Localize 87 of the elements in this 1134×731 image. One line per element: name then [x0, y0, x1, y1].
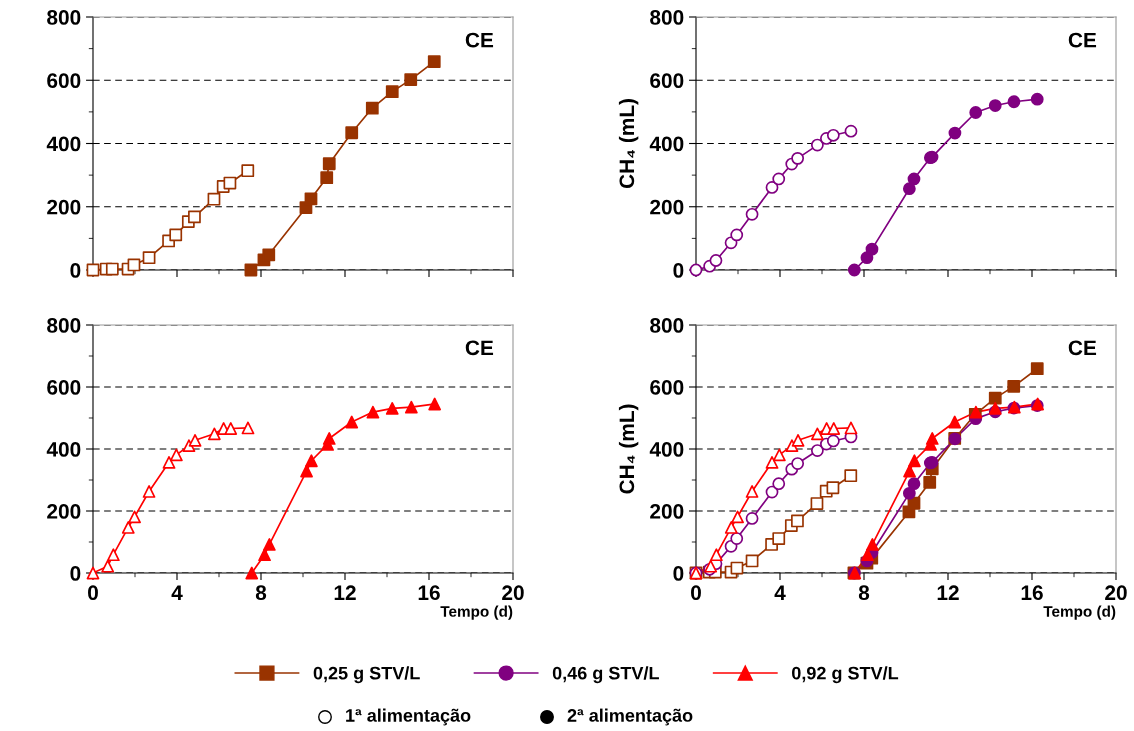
point — [810, 427, 824, 441]
y-tick-label: 200 — [47, 504, 81, 519]
point — [86, 263, 100, 277]
y-tick-label: 400 — [46, 442, 81, 457]
legend-label: 0,25 g STV/L — [313, 666, 420, 684]
y-tick-label: 600 — [47, 380, 81, 395]
point — [188, 433, 202, 447]
point — [988, 401, 1002, 415]
x-axis-title: Tempo (d) — [440, 605, 513, 620]
y-tick-label: 800 — [47, 10, 81, 25]
point — [224, 422, 238, 435]
x-tick-label: 4 — [774, 585, 786, 600]
y-tick-label: 600 — [650, 73, 684, 88]
point — [258, 548, 271, 562]
point — [366, 405, 380, 419]
point — [162, 455, 176, 469]
y-tick-label: 600 — [47, 73, 81, 88]
point — [101, 559, 115, 573]
point — [772, 448, 786, 462]
point — [142, 485, 156, 498]
point — [305, 454, 318, 468]
annotation: CE — [465, 32, 494, 48]
y-axis-title: CH₄ (mL) — [618, 99, 639, 189]
x-tick-label: 12 — [334, 585, 356, 600]
y-tick-label: 0 — [70, 263, 81, 278]
annotation: CE — [465, 340, 494, 356]
point — [861, 548, 874, 562]
point — [300, 464, 313, 478]
x-tick-label: 16 — [418, 585, 440, 601]
y-axis-title: CH₄ (mL) — [618, 404, 639, 494]
x-tick-label: 20 — [1105, 585, 1127, 601]
text: 1ª alimentação — [346, 708, 471, 726]
y-tick-label: 400 — [46, 136, 81, 152]
point — [791, 433, 805, 447]
point — [765, 455, 779, 469]
point — [745, 485, 759, 498]
x-axis-title: Tempo (d) — [1043, 605, 1116, 620]
point — [345, 415, 359, 429]
point — [245, 566, 259, 580]
y-tick-label: 800 — [650, 10, 684, 25]
x-tick-label: 8 — [255, 585, 267, 601]
point — [322, 432, 336, 445]
y-tick-label: 400 — [649, 442, 684, 457]
point — [724, 521, 738, 534]
point — [948, 415, 962, 429]
legend-label: 0,92 g STV/L — [792, 666, 899, 684]
point — [827, 422, 841, 435]
annotation: CE — [1068, 340, 1097, 356]
point — [731, 510, 744, 524]
x-tick-label: 20 — [502, 585, 524, 601]
point — [207, 427, 221, 441]
point — [428, 397, 442, 411]
point — [106, 548, 120, 562]
y-tick-label: 600 — [650, 380, 684, 395]
point — [169, 448, 183, 462]
y-tick-label: 0 — [673, 566, 684, 581]
point — [86, 566, 100, 580]
y-tick-label: 800 — [650, 318, 684, 333]
y-tick-label: 200 — [650, 199, 684, 215]
y-tick-label: 200 — [650, 504, 684, 519]
x-tick-label: 0 — [691, 585, 701, 601]
point — [730, 561, 744, 575]
point — [925, 432, 939, 445]
x-tick-label: 16 — [1021, 585, 1043, 601]
y-tick-label: 400 — [649, 136, 684, 152]
x-tick-label: 4 — [171, 585, 183, 600]
point — [908, 454, 921, 468]
x-tick-label: 8 — [858, 585, 870, 601]
point — [709, 548, 723, 562]
y-tick-label: 200 — [47, 199, 81, 215]
y-tick-label: 800 — [47, 318, 81, 333]
legend-label: 0,46 g STV/L — [552, 666, 659, 684]
text: 2ª alimentação — [567, 708, 693, 726]
point — [844, 421, 858, 435]
point — [263, 538, 276, 551]
annotation: CE — [1068, 32, 1097, 48]
y-tick-label: 0 — [673, 263, 684, 278]
x-tick-label: 0 — [88, 585, 98, 601]
point — [128, 510, 141, 524]
x-tick-label: 12 — [937, 585, 959, 600]
point — [866, 538, 879, 551]
y-tick-label: 0 — [70, 566, 81, 581]
point — [385, 401, 399, 415]
point — [241, 421, 255, 435]
point — [903, 464, 916, 478]
point — [121, 521, 135, 534]
point — [404, 400, 418, 414]
